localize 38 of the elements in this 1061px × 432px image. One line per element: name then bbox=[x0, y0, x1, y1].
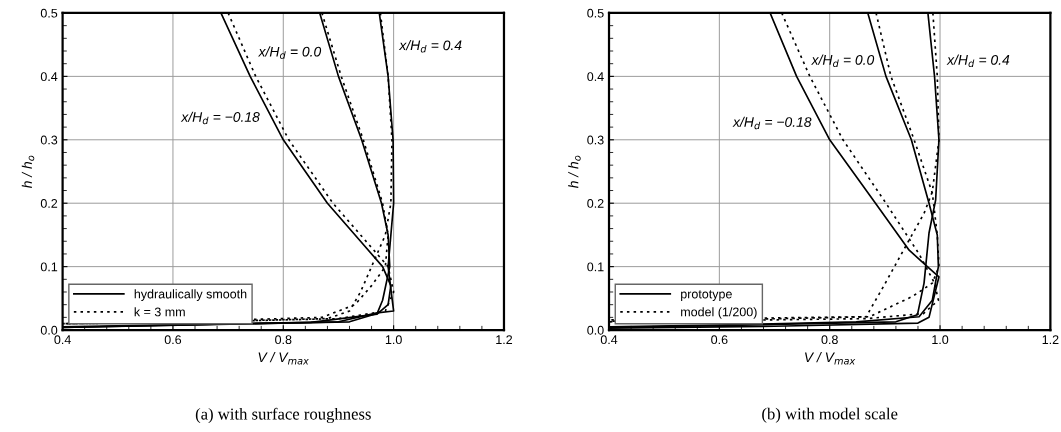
legend-label: model (1/200) bbox=[681, 307, 757, 319]
x-axis-title: V / V$_{max}$ bbox=[258, 352, 309, 365]
annotation: x/H$_{d}$ = −0.18 bbox=[180, 111, 260, 125]
annotation: x/H$_{d}$ = −0.18 bbox=[732, 116, 812, 130]
y-tick-label: 0.4 bbox=[40, 72, 58, 82]
x-tick-label: 0.8 bbox=[821, 335, 838, 345]
y-tick-label: 0.1 bbox=[587, 262, 604, 272]
y-axis-title: h / h$_{o}$ bbox=[21, 155, 35, 189]
x-axis-title: V / V$_{max}$ bbox=[805, 352, 856, 365]
y-tick-label: 0.4 bbox=[587, 72, 604, 82]
x-tick-label: 0.4 bbox=[54, 335, 71, 345]
annotation: x/H$_{d}$ = 0.0 bbox=[811, 54, 875, 68]
x-tick-label: 0.6 bbox=[711, 335, 728, 345]
y-tick-label: 0.5 bbox=[587, 8, 604, 18]
x-tick-label: 1.0 bbox=[385, 335, 402, 345]
x-tick-label: 0.8 bbox=[275, 335, 292, 345]
legend-label: prototype bbox=[681, 290, 732, 301]
y-tick-label: 0.1 bbox=[40, 262, 58, 272]
legend-label: k = 3 mm bbox=[134, 307, 185, 317]
y-tick-label: 0.3 bbox=[587, 135, 604, 145]
x-tick-label: 1.2 bbox=[496, 335, 513, 344]
y-tick-label: 0.5 bbox=[40, 8, 58, 18]
legend-label: hydraulically smooth bbox=[134, 289, 247, 301]
annotation: x/H$_{d}$ = 0.4 bbox=[946, 54, 1010, 68]
annotation: x/H$_{d}$ = 0.4 bbox=[398, 40, 462, 53]
y-tick-label: 0.0 bbox=[587, 325, 604, 335]
y-tick-label: 0.0 bbox=[40, 325, 58, 335]
y-axis-title: h / h$_{o}$ bbox=[568, 155, 581, 189]
x-tick-label: 0.4 bbox=[600, 335, 618, 345]
text: (b) with model scale bbox=[762, 407, 898, 423]
x-tick-label: 1.0 bbox=[932, 335, 949, 345]
y-tick-label: 0.2 bbox=[40, 199, 58, 208]
text: (a) with surface roughness bbox=[195, 407, 371, 424]
y-tick-label: 0.3 bbox=[40, 135, 58, 145]
x-tick-label: 0.6 bbox=[164, 335, 182, 345]
x-tick-label: 1.2 bbox=[1042, 335, 1059, 344]
y-tick-label: 0.2 bbox=[587, 199, 604, 208]
annotation: x/H$_{d}$ = 0.0 bbox=[258, 46, 322, 59]
